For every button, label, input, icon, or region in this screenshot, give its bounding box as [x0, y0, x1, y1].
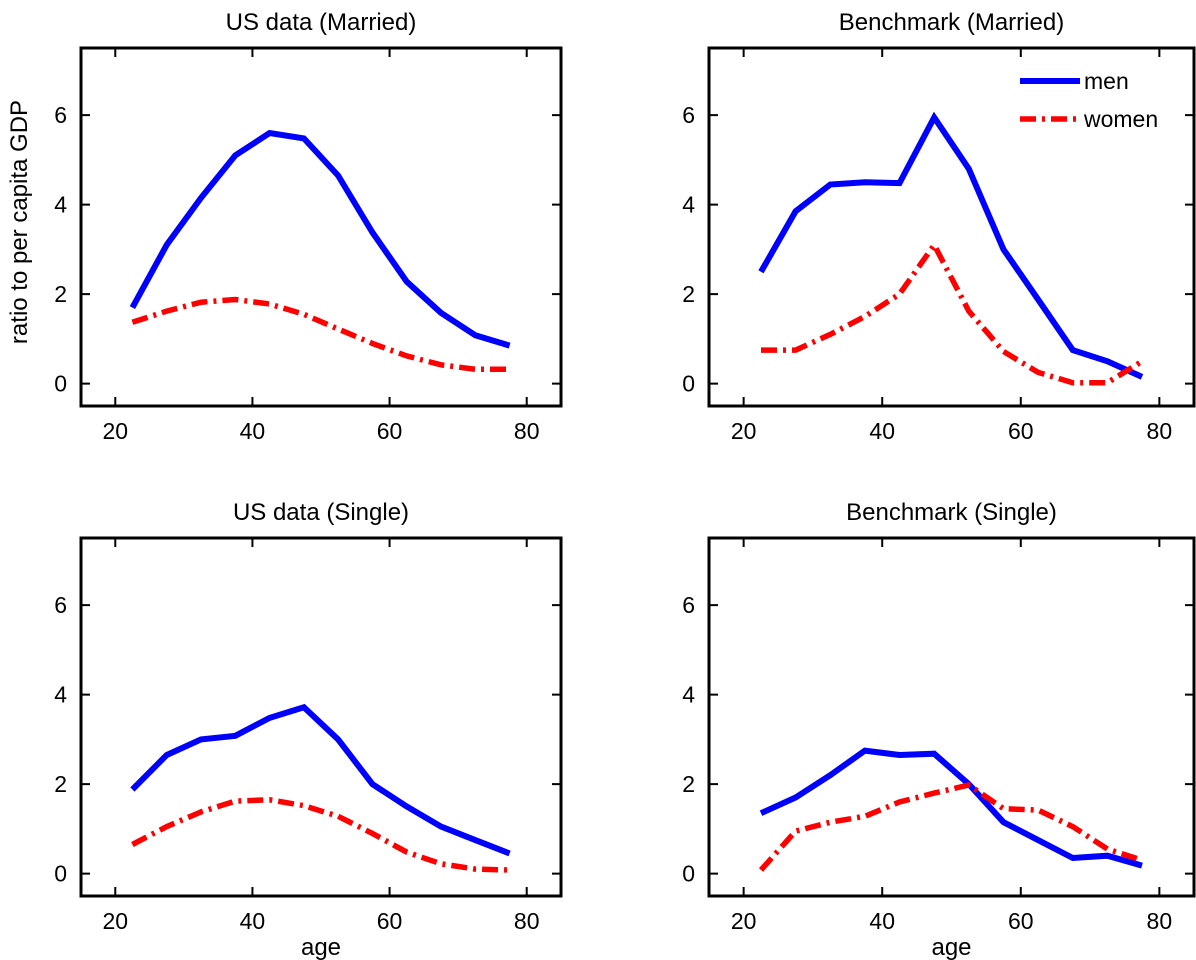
x-tick-label: 80 [1147, 908, 1173, 934]
y-tick-label: 0 [682, 861, 695, 887]
x-tick-label: 20 [102, 418, 128, 444]
subplot-4: 20 40 60 80 0 2 4 6 Benchmark (Single) age [682, 499, 1196, 960]
x-tick-label: 60 [377, 908, 403, 934]
series-line-women [131, 797, 510, 873]
y-tick-label: 4 [54, 192, 67, 218]
series-line-men [130, 703, 511, 857]
x-tick-label: 20 [731, 418, 757, 444]
y-tick-label: 6 [682, 102, 695, 128]
plot-area [129, 129, 511, 373]
plot-area [758, 111, 1144, 386]
axes-frame [79, 536, 563, 898]
y-tick-label: 2 [682, 281, 695, 307]
legend: men women [1020, 68, 1158, 132]
x-axis-label: age [931, 934, 971, 960]
series-line-men [759, 747, 1143, 869]
subplot-3: 20 40 60 80 0 2 4 6 US data (Single) age [54, 499, 563, 960]
legend-label-men: men [1084, 68, 1129, 94]
chart-title: US data (Married) [226, 9, 417, 36]
series-line-women [761, 239, 1144, 386]
axes-frame [79, 46, 563, 408]
series-line-men [129, 129, 511, 349]
subplot-1: 20 40 60 80 0 2 4 6 US data (Married) ratio to pe… [6, 9, 563, 444]
axes-frame [707, 536, 1196, 898]
series-line-women [131, 296, 510, 373]
x-tick-label: 40 [869, 418, 895, 444]
y-tick-label: 6 [54, 592, 67, 618]
y-tick-label: 2 [54, 281, 67, 307]
x-tick-label: 80 [1147, 418, 1173, 444]
legend-label-women: women [1083, 106, 1158, 132]
y-tick-label: 0 [54, 861, 67, 887]
x-tick-label: 60 [377, 418, 403, 444]
y-tick-label: 0 [682, 371, 695, 397]
chart-title: US data (Single) [233, 499, 409, 526]
subplot-2: 20 40 60 80 0 2 4 6 Benchmark (Married) men women [682, 9, 1196, 444]
x-tick-label: 20 [102, 908, 128, 934]
y-axis-label: ratio to per capita GDP [6, 100, 33, 344]
x-axis-label: age [301, 934, 341, 960]
y-tick-label: 2 [682, 771, 695, 797]
y-tick-label: 4 [682, 682, 695, 708]
plot-area [130, 703, 511, 873]
y-tick-label: 6 [682, 592, 695, 618]
y-tick-label: 0 [54, 371, 67, 397]
chart-title: Benchmark (Married) [839, 9, 1064, 36]
x-tick-label: 40 [240, 908, 266, 934]
y-tick-label: 4 [682, 192, 695, 218]
x-tick-label: 80 [514, 908, 540, 934]
x-tick-label: 60 [1008, 908, 1034, 934]
chart-title: Benchmark (Single) [846, 499, 1057, 526]
plot-area [758, 747, 1143, 872]
x-tick-label: 80 [514, 418, 540, 444]
x-tick-label: 40 [869, 908, 895, 934]
x-tick-label: 40 [240, 418, 266, 444]
y-tick-label: 6 [54, 102, 67, 128]
y-tick-label: 4 [54, 682, 67, 708]
series-line-women [758, 782, 1143, 872]
axes-frame [707, 46, 1196, 408]
y-tick-label: 2 [54, 771, 67, 797]
series-line-men [758, 111, 1144, 380]
x-tick-label: 20 [731, 908, 757, 934]
x-tick-label: 60 [1008, 418, 1034, 444]
